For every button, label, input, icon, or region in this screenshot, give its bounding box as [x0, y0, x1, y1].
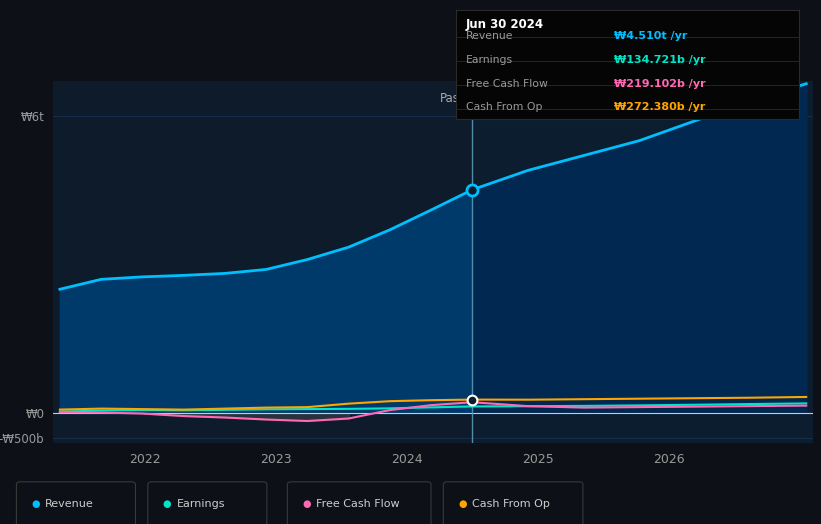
- Text: Past: Past: [440, 92, 465, 105]
- Text: ₩134.721b /yr: ₩134.721b /yr: [613, 54, 705, 64]
- Text: ●: ●: [458, 499, 466, 509]
- Text: ₩219.102b /yr: ₩219.102b /yr: [613, 79, 705, 89]
- Text: Earnings: Earnings: [177, 499, 225, 509]
- Text: ●: ●: [31, 499, 39, 509]
- Text: Free Cash Flow: Free Cash Flow: [466, 79, 548, 89]
- Text: Revenue: Revenue: [466, 30, 513, 40]
- Text: Free Cash Flow: Free Cash Flow: [316, 499, 400, 509]
- Text: Cash From Op: Cash From Op: [472, 499, 550, 509]
- Text: Cash From Op: Cash From Op: [466, 103, 543, 113]
- Text: Jun 30 2024: Jun 30 2024: [466, 18, 544, 31]
- Bar: [472, 81, 813, 443]
- Text: Earnings: Earnings: [466, 54, 513, 64]
- Text: Analysts Forecasts: Analysts Forecasts: [480, 92, 590, 105]
- Text: ₩4.510t /yr: ₩4.510t /yr: [613, 30, 687, 40]
- Text: Revenue: Revenue: [45, 499, 94, 509]
- Text: ●: ●: [163, 499, 171, 509]
- Text: ●: ●: [302, 499, 310, 509]
- Text: ₩272.380b /yr: ₩272.380b /yr: [613, 103, 705, 113]
